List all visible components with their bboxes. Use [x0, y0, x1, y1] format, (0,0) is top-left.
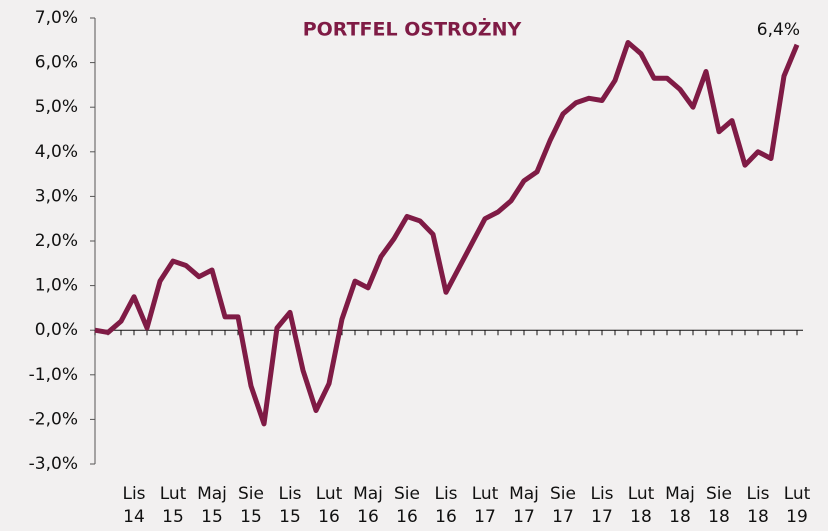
x-tick-label: Maj 18 — [665, 484, 695, 527]
x-tick-label: Lis 14 — [122, 484, 146, 527]
x-tick-label: Lis 16 — [434, 484, 458, 527]
y-tick-label: -1,0% — [29, 365, 78, 385]
y-tick-label: 2,0% — [35, 231, 78, 251]
x-tick-label: Maj 15 — [197, 484, 227, 527]
data-label: 6,4% — [757, 20, 800, 40]
y-tick-label: 7,0% — [35, 8, 78, 28]
x-tick-label: Sie 18 — [706, 484, 732, 527]
x-tick-label: Maj 16 — [353, 484, 383, 527]
y-tick-label: 3,0% — [35, 186, 78, 206]
x-tick-label: Lis 17 — [590, 484, 614, 527]
y-tick-label: 0,0% — [35, 320, 78, 340]
x-tick-label: Maj 17 — [509, 484, 539, 527]
x-tick-label: Lis 18 — [746, 484, 770, 527]
x-tick-label: Lut 18 — [627, 484, 655, 527]
y-tick-label: 1,0% — [35, 276, 78, 296]
x-tick-label: Lut 15 — [159, 484, 187, 527]
y-tick-label: -2,0% — [29, 409, 78, 429]
y-tick-label: 4,0% — [35, 142, 78, 162]
y-tick-label: -3,0% — [29, 454, 78, 474]
x-tick-label: Lut 17 — [471, 484, 499, 527]
x-tick-label: Sie 17 — [550, 484, 576, 527]
x-tick-label: Lis 15 — [278, 484, 302, 527]
x-tick-label: Lut 19 — [783, 484, 811, 527]
y-tick-label: 6,0% — [35, 53, 78, 73]
chart-title: PORTFEL OSTROŻNY — [303, 17, 522, 41]
x-tick-label: Sie 15 — [238, 484, 264, 527]
y-tick-label: 5,0% — [35, 97, 78, 117]
x-tick-label: Sie 16 — [394, 484, 420, 527]
data-line — [94, 40, 800, 427]
x-tick-label: Lut 16 — [315, 484, 343, 527]
